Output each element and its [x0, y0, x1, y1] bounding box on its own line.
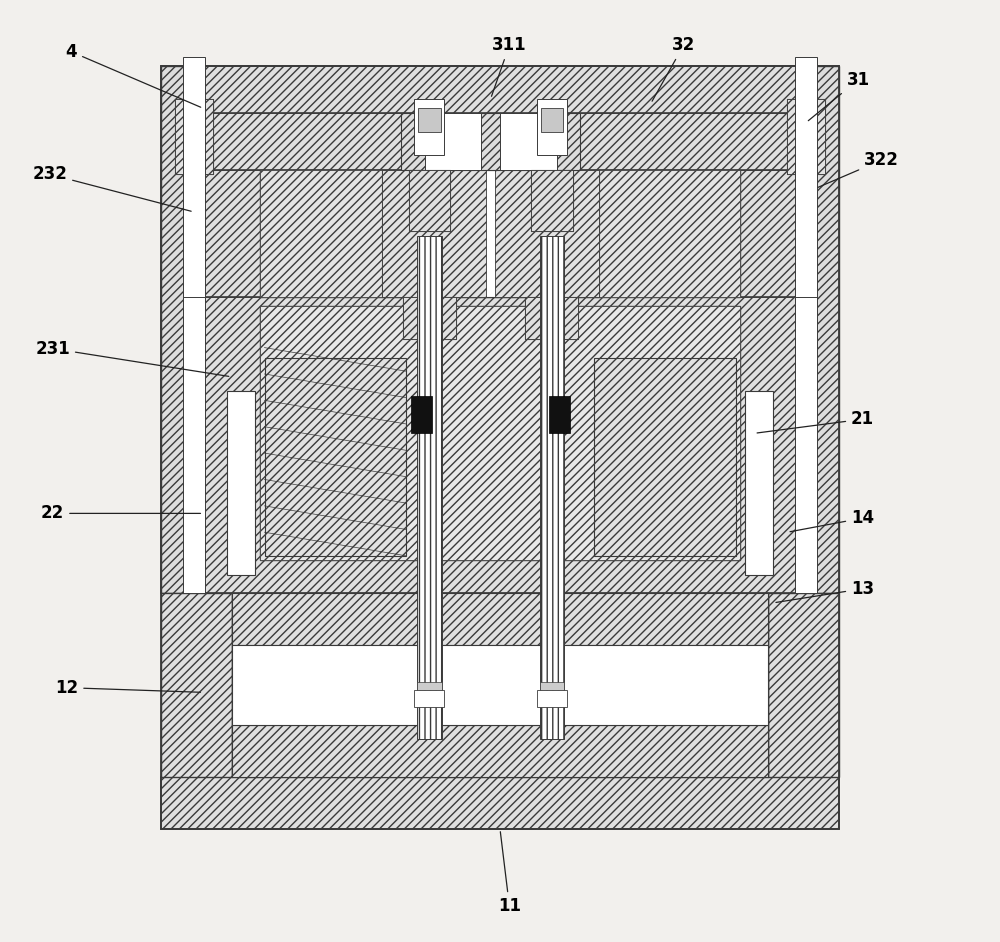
Text: 31: 31	[808, 71, 870, 121]
Bar	[264, 358, 406, 556]
Text: 322: 322	[818, 151, 899, 187]
Bar	[183, 297, 205, 593]
Bar	[797, 66, 839, 593]
Bar	[417, 682, 442, 690]
Bar	[537, 690, 567, 706]
Bar	[414, 99, 444, 155]
Text: 232: 232	[32, 165, 191, 211]
Bar	[175, 99, 213, 174]
Bar	[531, 170, 573, 231]
Bar	[260, 306, 740, 560]
Bar	[787, 99, 825, 174]
Text: 32: 32	[652, 36, 695, 101]
Text: 4: 4	[66, 42, 201, 107]
Bar	[594, 358, 736, 556]
Bar	[161, 297, 839, 593]
Bar	[525, 297, 578, 339]
Text: 21: 21	[757, 410, 874, 433]
Bar	[417, 236, 442, 739]
Bar	[495, 170, 599, 297]
Bar	[541, 108, 563, 132]
Bar	[161, 777, 839, 829]
Text: 13: 13	[776, 579, 874, 603]
Bar	[414, 690, 444, 706]
Bar	[161, 113, 839, 170]
Bar	[787, 99, 825, 174]
Bar	[260, 170, 740, 297]
Bar	[232, 593, 768, 777]
Bar	[232, 645, 768, 725]
Bar	[232, 593, 768, 645]
Bar	[411, 396, 432, 433]
Bar	[382, 170, 486, 297]
Bar	[549, 396, 570, 433]
Bar	[425, 113, 481, 170]
Bar	[175, 99, 213, 174]
Bar	[227, 391, 255, 575]
Text: 14: 14	[790, 509, 874, 531]
Bar	[537, 99, 567, 155]
Bar	[795, 57, 817, 353]
Bar	[420, 688, 439, 739]
Bar	[768, 593, 839, 777]
Bar	[540, 682, 564, 690]
Bar	[161, 66, 839, 113]
Bar	[260, 170, 740, 297]
Bar	[232, 725, 768, 777]
Bar	[525, 297, 578, 339]
Text: 22: 22	[41, 504, 200, 523]
Text: 12: 12	[55, 678, 200, 697]
Text: 11: 11	[498, 832, 521, 916]
Bar	[161, 66, 203, 593]
Bar	[500, 113, 557, 170]
Bar	[409, 170, 450, 231]
Bar	[183, 57, 205, 353]
Bar	[403, 297, 456, 339]
Bar	[382, 170, 599, 297]
Bar	[531, 170, 573, 231]
Bar	[418, 108, 441, 132]
Bar	[403, 297, 456, 339]
Bar	[795, 297, 817, 593]
Bar	[409, 170, 450, 231]
Bar	[401, 113, 580, 170]
Text: 311: 311	[491, 36, 527, 96]
Bar	[260, 306, 740, 560]
Bar	[161, 593, 232, 777]
Bar	[542, 688, 561, 739]
Bar	[540, 236, 564, 739]
Text: 231: 231	[35, 339, 229, 377]
Bar	[161, 170, 839, 297]
Bar	[745, 391, 773, 575]
